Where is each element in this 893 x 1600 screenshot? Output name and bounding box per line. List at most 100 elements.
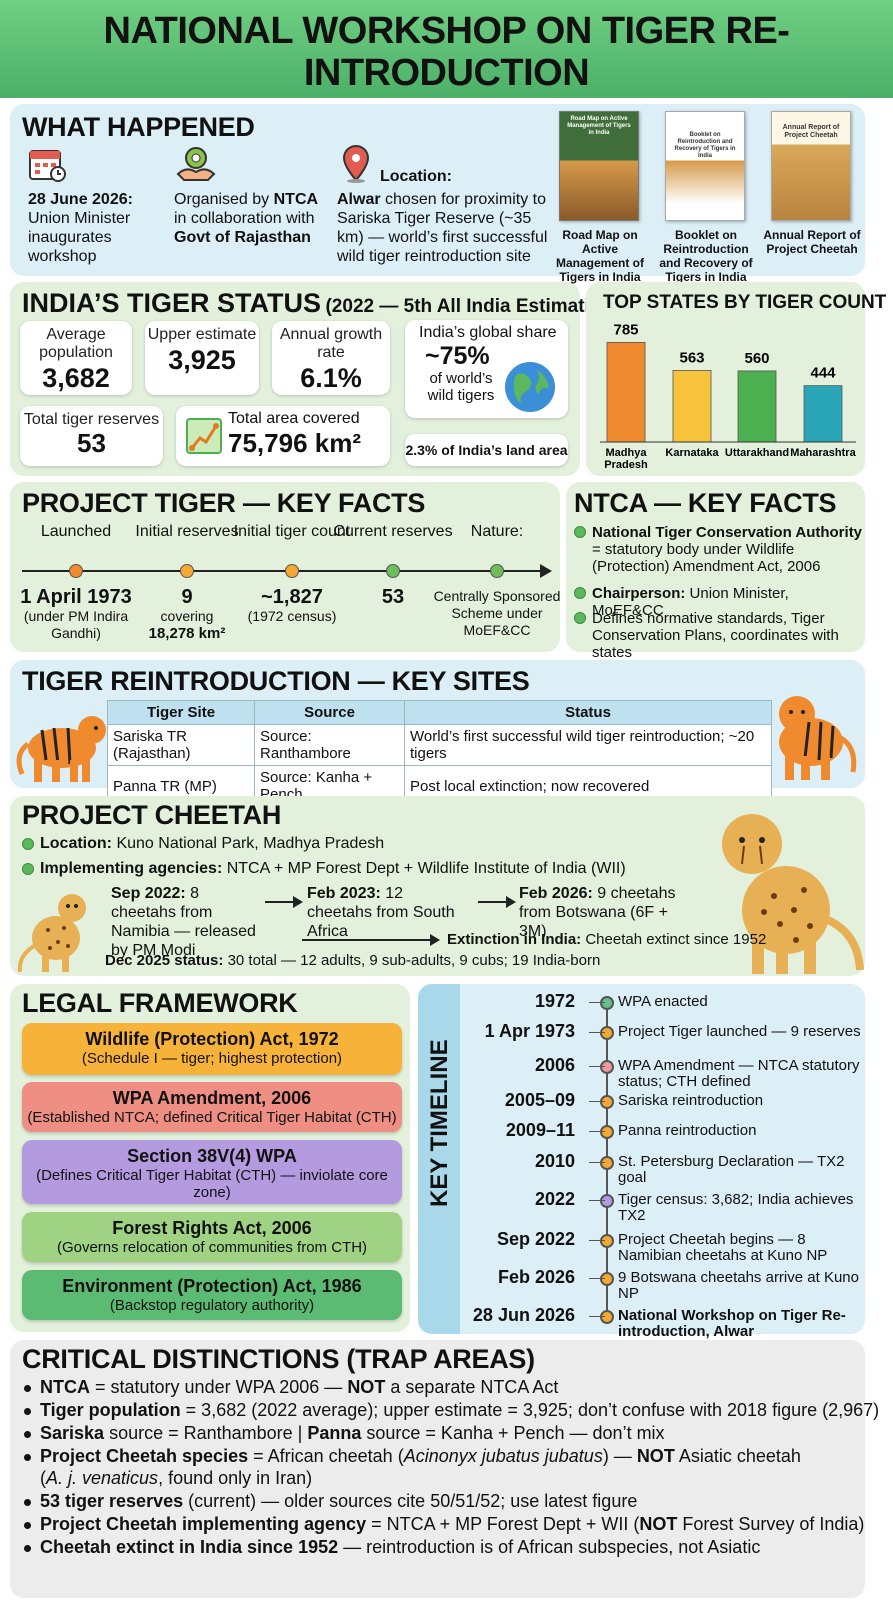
legal-item-desc: (Governs relocation of communities from … [56,1239,368,1256]
timeline-tick [589,1131,605,1132]
timeline-panel [418,984,865,1334]
tiger-left-illustration [16,716,106,782]
trap-segment: Asiatic cheetah [674,1446,801,1466]
reserves-value: 53 [77,428,106,458]
legal-item-desc: (Defines Critical Tiger Habitat (CTH) — … [36,1167,388,1201]
timeline-year: 2022 [534,1189,575,1209]
book-booklet-cover-title: Booklet on Reintroduction and Recovery o… [674,132,736,159]
trap-segment: = African cheetah ( [248,1446,404,1466]
timeline-event: Project Tiger launched — 9 reserves [618,1023,861,1040]
book-booklet-caption: Booklet on Reintroduction and Recovery o… [659,228,753,284]
trap-segment: Sariska [40,1423,105,1443]
share-sub: of world’s wild tigers [427,370,495,404]
pt-fact-sub: (1972 census) [247,608,337,624]
tiger-status-subheading: (2022 — 5th All India Estimation) [325,296,620,317]
timeline-event: Sariska reintroduction [618,1092,764,1109]
trap-segment: a separate NTCA Act [385,1377,559,1397]
org-rajasthan: Govt of Rajasthan [174,229,311,246]
s1-bold: Sep 2022: [111,885,186,902]
chart-category-label: Pradesh [604,459,648,471]
chart-title: TOP STATES BY TIGER COUNT [603,292,887,313]
ntca-b2-bold: Chairperson: [592,585,686,602]
trap-segment: ( [40,1468,46,1488]
extinction-arrow-line [302,939,432,941]
timeline-event: St. Petersburg Declaration — TX2 goal [618,1153,845,1186]
location-heading: Location: [380,168,452,185]
ntca-b2-text: Union Minister, MoEF&CC [592,585,789,619]
cheetah-loc-bold: Location: [40,835,112,852]
legal-item: Section 38V(4) WPA (Defines Critical Tige… [22,1140,402,1204]
pt-fact-label: Initial reserves [135,523,239,540]
cheetah-step-sep2022: Sep 2022: 8 cheetahs from Namibia — rele… [111,884,261,960]
trap-segment: NOT [347,1377,386,1397]
handshake-gear-icon [176,147,216,181]
sites-col-source: Source [254,700,405,725]
trap-segment: 53 tiger reserves [40,1491,184,1511]
trap-bullet: 53 tiger reserves (current) — older sour… [22,1490,637,1512]
ntca-bullet-3: Defines normative standards, Tiger Conse… [574,610,864,661]
cheetah-ag-bold: Implementing agencies: [40,860,223,877]
sites-col-status: Status [404,700,772,725]
reserves-label: Total tiger reserves [23,411,160,428]
area-value: 75,796 km² [228,428,361,458]
org-mid: in collaboration with [174,210,315,227]
ntca-bullet-2: Chairperson: Union Minister, MoEF&CC [574,585,864,619]
timeline-year: 2006 [534,1055,575,1075]
project-tiger-axis [22,570,542,572]
arrow-icon [478,901,508,903]
chart-category-label: Maharashtra [790,447,856,459]
trap-bullet: Project Cheetah species = African cheeta… [22,1445,801,1467]
timeline-year: 28 Jun 2026 [472,1305,575,1325]
timeline-event: Tiger census: 3,682; India achieves TX2 [618,1191,854,1224]
legal-item-desc: (Backstop regulatory authority) [109,1297,315,1314]
chart-data-label: 563 [679,350,704,367]
trap-bullet: Sariska source = Ranthambore | Panna sou… [22,1422,665,1444]
timeline-tick [589,1002,605,1003]
cheetah-extinction: Extinction in India: Cheetah extinct sin… [447,931,766,948]
legal-item-title: Section 38V(4) WPA [127,1146,297,1166]
trap-segment: NOT [639,1514,678,1534]
book-roadmap-cover-title: Road Map on Active Management of Tigers … [567,116,631,136]
trap-segment: Project Cheetah implementing agency [40,1514,367,1534]
timeline-event: National Workshop on Tiger Re-introducti… [618,1307,846,1340]
arrow-head-icon [506,896,516,908]
project-tiger-heading: PROJECT TIGER — KEY FACTS [22,488,426,518]
site-cell: Sariska TR (Rajasthan) [107,724,255,766]
timeline-tick [589,1101,605,1102]
trap-bullet: NTCA = statutory under WPA 2006 — NOT a … [22,1376,558,1398]
trap-segment: Forest Survey of India) [677,1514,865,1534]
legal-item-title: Forest Rights Act, 2006 [112,1218,312,1238]
timeline-event: Panna reintroduction [618,1122,757,1139]
card-average-value: 3,682 [42,363,110,393]
tiger-status-heading: INDIA’S TIGER STATUS [22,288,322,318]
trap-segment: Panna [307,1423,362,1443]
share-label: India’s global share [419,324,557,341]
trap-segment: = 3,682 (2022 average); upper estimate =… [180,1400,880,1420]
workshop-date-text: 28 June 2026: Union Minister inaugurates… [28,190,148,266]
cheetah-loc-text: Kuno National Park, Madhya Pradesh [112,835,385,852]
what-happened-heading: WHAT HAPPENED [22,112,255,142]
pt-fact-value: 53 [381,586,405,608]
tiger-status-heading-row: INDIA’S TIGER STATUS (2022 — 5th All Ind… [22,288,619,319]
timeline-year: 2009–11 [505,1120,575,1140]
chart-bar [803,385,843,443]
pt-fact-sub: (under PM Indira Gandhi) [23,608,129,641]
pt-fact-label: Initial tiger count [233,523,351,540]
card-average-population: Average population 3,682 [20,321,132,395]
cheetah-step-feb2026: Feb 2026: 9 cheetahs from Botswana (6F +… [519,884,699,941]
status-cell: World’s first successful wild tiger rein… [404,724,772,766]
card-global-share: India’s global share ~75% of world’s wil… [405,320,568,418]
timeline-dot [600,1125,614,1139]
pt-fact-sub2: 18,278 km² [148,625,226,642]
cheetah-small-illustration [17,894,86,973]
ntca-heading: NTCA — KEY FACTS [574,488,837,518]
pt-fact-value: ~1,827 [261,586,323,608]
globe-icon [505,362,555,412]
timeline-dot [600,1194,614,1208]
legal-item-title: Wildlife (Protection) Act, 1972 [85,1029,339,1049]
book-booklet: Booklet on Reintroduction and Recovery o… [665,111,745,221]
location-alwar: Alwar [337,191,381,208]
cheetah-dec-status: Dec 2025 status: 30 total — 12 adults, 9… [105,952,600,969]
ntca-b1-bold: National Tiger Conservation Authority [592,524,863,541]
